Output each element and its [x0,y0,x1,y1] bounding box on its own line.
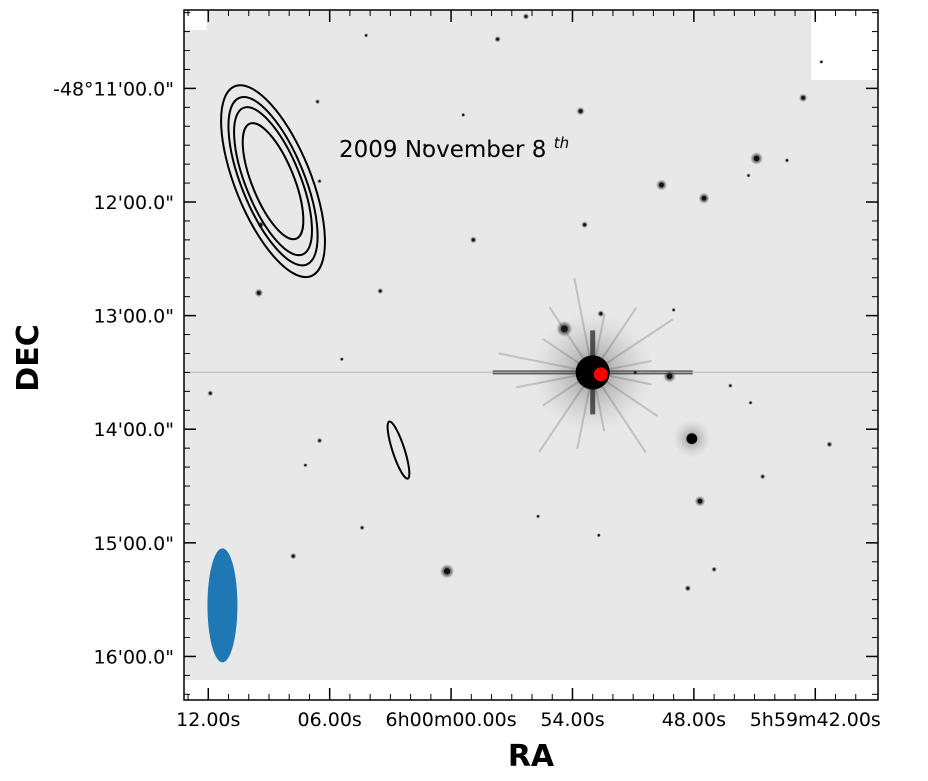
field-star-core [747,174,750,177]
contour-level [241,122,305,241]
field-star-core [712,568,716,571]
bright-star-core [686,433,698,445]
field-star-core [340,358,343,361]
y-tick-label: 12'00.0" [94,192,174,214]
contour-level [386,420,411,480]
x-tick-label: 12.00s [176,709,240,731]
field-star-core [583,223,587,227]
x-tick-label: 54.00s [540,709,604,731]
y-axis-title: DEC [11,324,46,391]
field-star-core [672,308,675,312]
field-star-core [761,475,764,478]
field-stars [207,13,833,592]
x-axis-title: RA [508,739,555,774]
field-star-core [749,401,752,404]
field-star-core [801,96,805,100]
minor-ticks [184,10,878,700]
field-star-core [686,586,690,590]
y-tick-label: 15'00.0" [94,533,174,555]
beam-ellipse [207,548,238,663]
epoch-annotation: 2009 November 8 th [339,134,569,163]
field-star-core [697,498,703,504]
radio-contours [220,84,411,480]
field-star-core [443,568,451,575]
field-star-core [785,159,789,162]
field-star-core [318,439,321,442]
y-tick-label: 13'00.0" [94,306,174,328]
field-star-core [729,384,732,387]
field-star-core [423,144,426,147]
y-tick-label: 14'00.0" [94,419,174,441]
field-star-core [666,373,673,379]
target-marker [593,367,608,382]
x-tick-label: 5h59m42.00s [750,709,881,731]
field-star-core [209,391,212,395]
x-tick-label: 48.00s [662,709,726,731]
y-axis: -48°11'00.0" 12'00.0" 13'00.0" 14'00.0" 15'0… [53,78,878,668]
field-star-core [820,60,823,63]
field-star-core [471,238,475,242]
x-axis: 12.00s 06.00s 6h00m00.00s 54.00s 48.00s 5h59m… [176,10,881,731]
field-star-core [318,180,321,183]
y-tick-label: -48°11'00.0" [53,78,174,100]
field-star-core [828,443,831,446]
x-tick-label: 6h00m00.00s [386,709,517,731]
field-star-core [316,100,319,103]
sky-image [184,10,878,700]
field-star-core [360,526,364,529]
field-star-core [257,291,261,295]
field-star-core [496,37,499,41]
y-tick-label: 16'00.0" [94,646,174,668]
field-star-core [753,155,760,162]
x-tick-label: 06.00s [298,709,362,731]
field-star-core [379,289,382,293]
field-star-core [364,34,368,37]
field-star-core [536,515,540,518]
contour-level [227,95,319,267]
field-star-core [524,15,528,18]
field-star-core [701,195,707,201]
field-star-core [291,554,295,558]
field-star-core [597,534,600,537]
field-star-core [578,109,583,113]
field-star-core [462,113,465,117]
field-star-core [304,464,307,467]
contour-level [233,106,313,257]
contour-level [220,84,326,279]
plot-frame [183,9,879,701]
field-star-core [659,182,664,188]
